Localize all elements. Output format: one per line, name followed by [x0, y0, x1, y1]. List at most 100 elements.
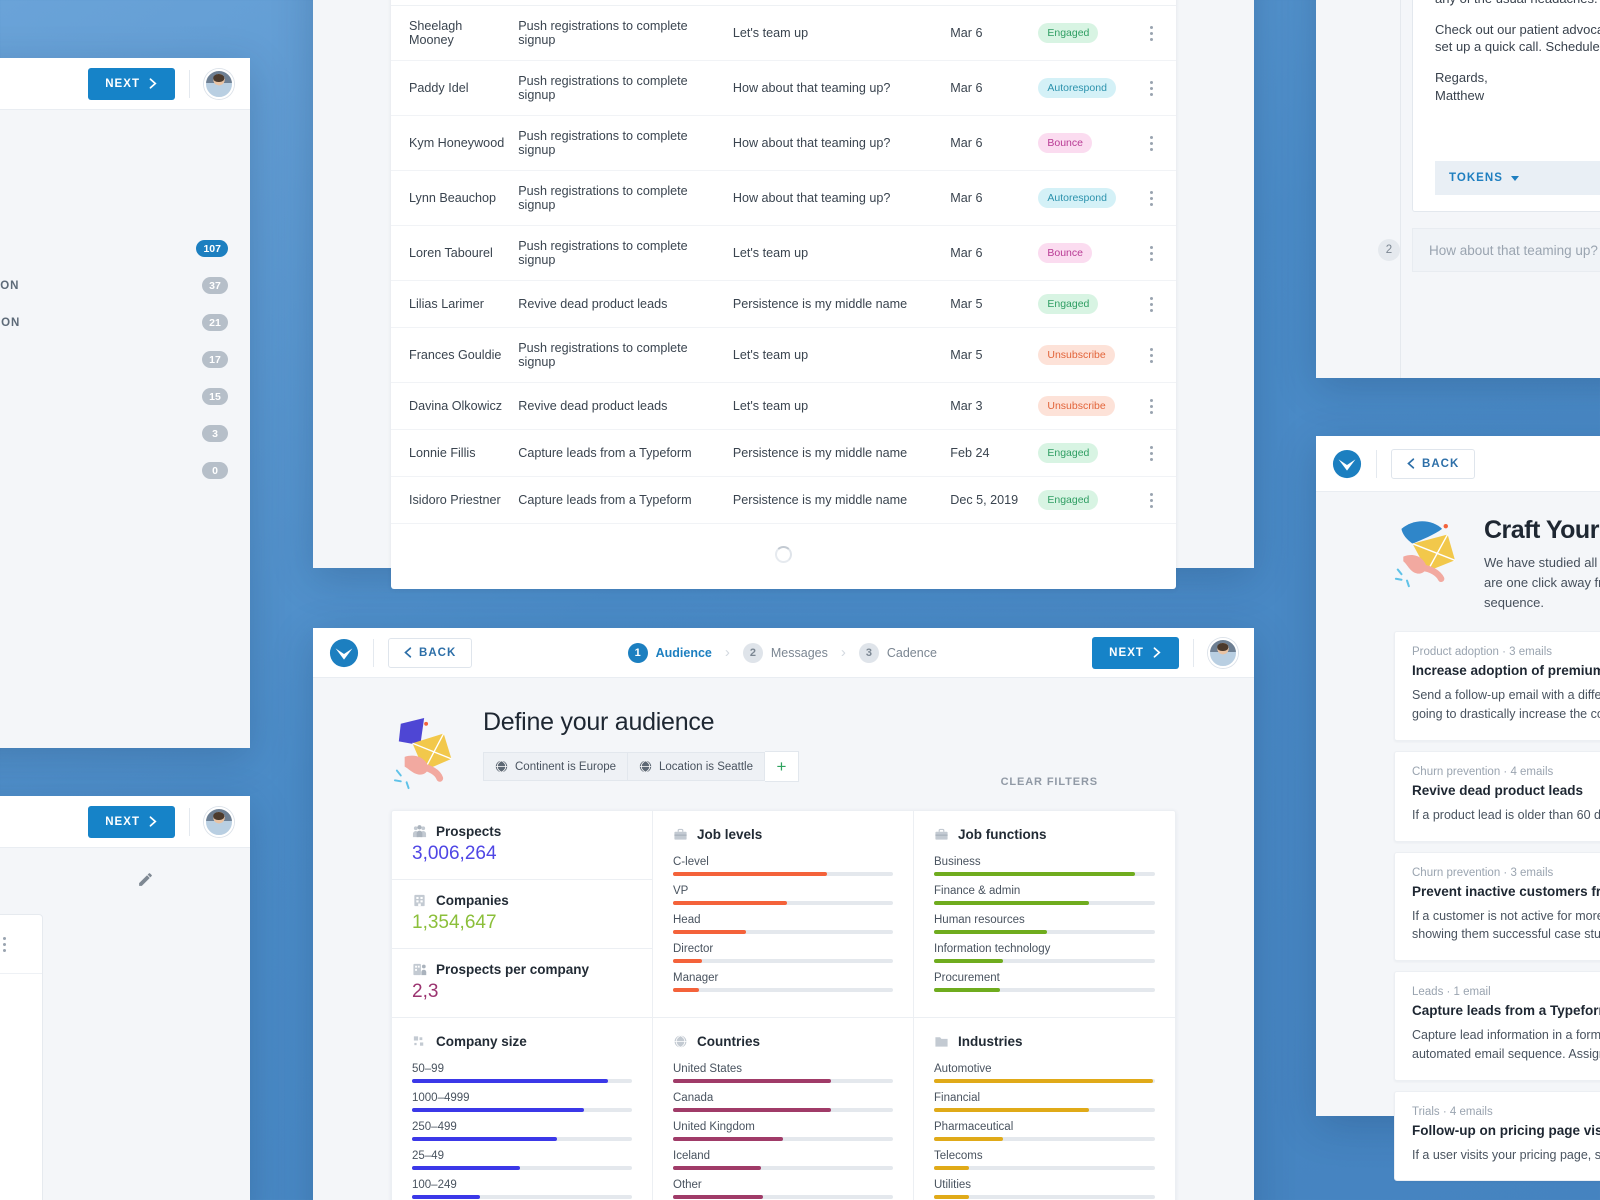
cell-message: Let's team up	[726, 382, 945, 430]
tokens-toolbar: TOKENS	[1435, 161, 1600, 195]
table-row[interactable]: Lonnie Fillis Capture leads from a Typefo…	[391, 429, 1176, 477]
column-header-from[interactable]: FROM	[391, 0, 513, 6]
email-body-card[interactable]: Dr. [Last name], Because I work so much …	[1412, 0, 1600, 212]
row-more-options-icon[interactable]	[1149, 25, 1160, 41]
table-row[interactable]: Loren Tabourel Push registrations to comp…	[391, 225, 1176, 281]
sidebar-item-trials[interactable]: TRIALS 15	[0, 378, 250, 415]
table-row[interactable]: Lilias Larimer Revive dead product leads P…	[391, 280, 1176, 328]
list-item[interactable]: Trials · 4 emails Follow-up on pricing pa…	[1394, 1090, 1600, 1182]
table-row[interactable]: Kym Honeywood Push registrations to compl…	[391, 115, 1176, 171]
bar-fill	[412, 1108, 584, 1112]
bar-fill	[673, 930, 746, 934]
cell-actions	[1143, 429, 1176, 477]
column-header-type[interactable]: TYPE	[1032, 0, 1144, 6]
bar-track	[412, 1166, 632, 1170]
bar-item: Head	[673, 914, 893, 934]
step-cadence[interactable]: 3 Cadence	[858, 642, 937, 663]
email-signoff: Regards,	[1435, 70, 1488, 86]
sidebar-item-my-templates[interactable]: MY TEMPLATES 0	[0, 452, 250, 489]
chevron-down-icon[interactable]	[1510, 175, 1519, 181]
list-item[interactable]: Product adoption · 3 emails Increase adop…	[1394, 631, 1600, 741]
table-row[interactable]: Davina Olkowicz Revive dead product leads…	[391, 382, 1176, 430]
add-filter-button[interactable]: +	[765, 751, 799, 782]
table-row[interactable]: Sheelagh Mooney Push registrations to com…	[391, 5, 1176, 61]
step-audience[interactable]: 1 Audience	[627, 642, 712, 663]
pencil-icon[interactable]	[137, 871, 154, 888]
filter-chip-location[interactable]: Location is Seattle	[628, 752, 765, 781]
next-button[interactable]: NEXT	[88, 67, 175, 100]
template-name: Increase adoption of premium features	[1412, 663, 1600, 679]
cell-campaign: Push registrations to complete signup	[512, 5, 727, 61]
table-row[interactable]: Frances Gouldie Push registrations to com…	[391, 327, 1176, 383]
list-item[interactable]: Leads · 1 email Capture leads from a Type…	[1394, 971, 1600, 1081]
cell-type: Engaged	[1032, 280, 1144, 328]
sidebar-item-onboarding[interactable]: ONBOARDING 3	[0, 415, 250, 452]
sidebar-item-all[interactable]: ALL 107	[0, 230, 250, 267]
chart-industries: Industries Automotive Financial Pharmaceut…	[914, 1018, 1175, 1200]
cell-message: Let's team up	[726, 225, 945, 281]
column-header-message[interactable]: MESSAGE	[726, 0, 945, 6]
back-button[interactable]: BACK	[388, 637, 473, 668]
tokens-button-label[interactable]: TOKENS	[1449, 172, 1503, 184]
stat-label: Prospects	[436, 824, 502, 839]
bar-fill	[673, 1166, 761, 1170]
row-more-options-icon[interactable]	[1149, 398, 1160, 414]
sidebar-item-product-adoption[interactable]: PRODUCT ADOPTION 21	[0, 304, 250, 341]
back-button[interactable]: BACK	[1391, 448, 1476, 479]
stat-value: 3,006,264	[412, 843, 497, 864]
bar-list: C-level VP Head Director Manager	[673, 856, 893, 992]
editor-sidebar-window: NEXT SAVE AND CONTINUE READING LEVEL Adv…	[0, 796, 250, 1200]
bar-label: Iceland	[673, 1150, 711, 1162]
inbox-table-card: FROM CAMPAIGN MESSAGE DATE TYPE Sheelagh…	[391, 0, 1176, 589]
email-editor-window: Dr. [Last name], Because I work so much …	[1316, 0, 1600, 378]
cell-type: Bounce	[1032, 225, 1144, 281]
row-more-options-icon[interactable]	[1149, 245, 1160, 261]
row-more-options-icon[interactable]	[1149, 445, 1160, 461]
table-row[interactable]: Paddy Idel Push registrations to complete…	[391, 60, 1176, 116]
email-paragraph: Usually when that happens, it means [exp…	[1435, 0, 1600, 8]
sidebar-item-churn-prevention[interactable]: CHURN PREVENTION 37	[0, 267, 250, 304]
next-button[interactable]: NEXT	[88, 805, 175, 838]
step-messages[interactable]: 2 Messages	[742, 642, 828, 663]
clear-filters-button[interactable]: CLEAR FILTERS	[1000, 776, 1098, 788]
list-item[interactable]: Churn prevention · 4 emails Revive dead p…	[1394, 750, 1600, 842]
row-more-options-icon[interactable]	[1149, 80, 1160, 96]
bar-item: Telecoms	[934, 1150, 1155, 1170]
stat-header: Prospects per company	[412, 962, 632, 977]
row-more-options-icon[interactable]	[1149, 190, 1160, 206]
bar-fill	[412, 1137, 558, 1141]
cell-message: How about that teaming up?	[726, 115, 945, 171]
column-header-date[interactable]: DATE	[944, 0, 1033, 6]
chart-job-functions: Job functions Business Finance & admin Hum…	[914, 811, 1175, 1018]
next-button[interactable]: NEXT	[1092, 636, 1179, 669]
filter-chip-continent[interactable]: Continent is Europe	[483, 752, 629, 781]
table-row[interactable]: Isidoro Priestner Capture leads from a Ty…	[391, 476, 1176, 524]
sequence-rail	[1400, 0, 1401, 378]
meta-key: WORD COUNT	[0, 1078, 28, 1090]
collapsed-step-subject[interactable]: How about that teaming up?	[1412, 228, 1600, 272]
stat-label: Companies	[436, 893, 509, 908]
avatar[interactable]	[204, 68, 234, 99]
avatar[interactable]	[204, 806, 234, 837]
cell-date: Feb 24	[944, 429, 1033, 477]
chart-countries: Countries United States Canada United King…	[653, 1018, 914, 1200]
sidebar-item-leads[interactable]: LEADS 17	[0, 341, 250, 378]
row-more-options-icon[interactable]	[1149, 296, 1160, 312]
craft-topbar: BACK	[1316, 436, 1600, 492]
more-options-icon[interactable]	[3, 936, 7, 952]
column-header-campaign[interactable]: CAMPAIGN	[512, 0, 727, 6]
table-row[interactable]: Lynn Beauchop Push registrations to compl…	[391, 170, 1176, 226]
chart-title: Job levels	[697, 827, 763, 842]
sidebar-item-count: 15	[202, 388, 228, 405]
cell-from: Paddy Idel	[391, 60, 513, 116]
template-description: If a customer is not active for more tha…	[1412, 908, 1600, 942]
row-more-options-icon[interactable]	[1149, 347, 1160, 363]
sidebar-nav-list: ALL 107 CHURN PREVENTION 37 PRODUCT ADOP…	[0, 110, 250, 489]
sequence-step-2[interactable]: 2 How about that teaming up?	[1378, 228, 1600, 272]
row-more-options-icon[interactable]	[1149, 135, 1160, 151]
bar-item: Pharmaceutical	[934, 1121, 1155, 1141]
avatar[interactable]	[1207, 637, 1238, 668]
row-more-options-icon[interactable]	[1149, 492, 1160, 508]
list-item[interactable]: Churn prevention · 3 emails Prevent inact…	[1394, 851, 1600, 962]
email-paragraph: Check out our patient advocacy platform,…	[1435, 21, 1600, 55]
